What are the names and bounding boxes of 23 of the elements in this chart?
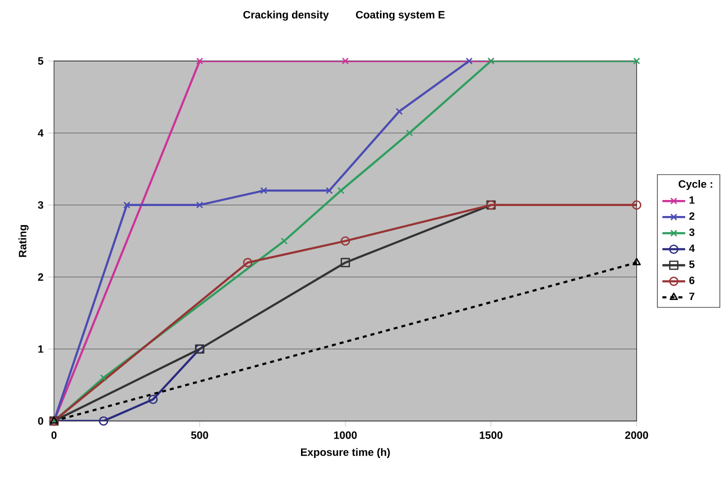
y-tick-label: 0 bbox=[38, 417, 44, 425]
x-tick-label: 1000 bbox=[334, 431, 357, 439]
x-tick-label: 500 bbox=[191, 431, 208, 439]
legend-label: 6 bbox=[689, 276, 694, 284]
y-tick-label: 3 bbox=[38, 201, 44, 209]
chart-title: Cracking density bbox=[243, 10, 329, 21]
x-tick-label: 2000 bbox=[625, 431, 648, 439]
y-axis-title: Rating bbox=[18, 225, 29, 257]
y-tick-label: 5 bbox=[38, 57, 44, 65]
legend-label: 1 bbox=[690, 196, 695, 204]
y-tick-label: 2 bbox=[38, 273, 44, 281]
legend-label: 4 bbox=[689, 244, 695, 252]
legend-title: Cycle : bbox=[678, 180, 712, 190]
y-tick-label: 4 bbox=[38, 129, 44, 137]
chart-subtitle: Coating system E bbox=[356, 10, 445, 21]
legend-label: 5 bbox=[689, 260, 695, 268]
x-tick-label: 0 bbox=[51, 431, 57, 439]
legend-label: 7 bbox=[689, 292, 694, 300]
x-axis-title: Exposure time (h) bbox=[301, 448, 390, 458]
legend-label: 2 bbox=[689, 212, 694, 220]
legend-label: 3 bbox=[689, 228, 694, 236]
x-tick-label: 1500 bbox=[480, 431, 502, 439]
y-tick-label: 1 bbox=[38, 345, 44, 353]
